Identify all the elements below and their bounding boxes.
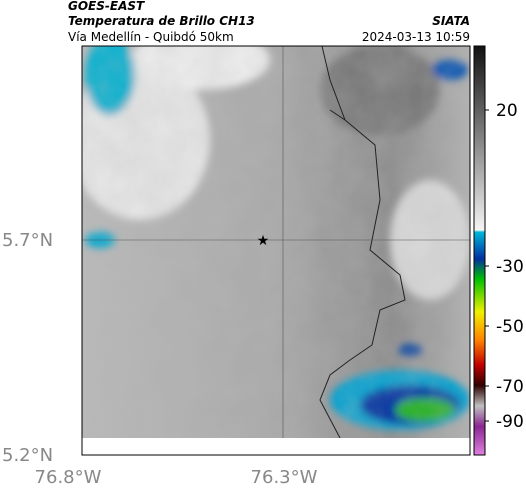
timestamp: 2024-03-13 10:59	[362, 30, 470, 44]
colorbar-tick-label: 20	[496, 101, 518, 121]
lat-label: 5.2°N	[2, 445, 53, 466]
brand: SIATA	[432, 14, 470, 28]
svg-text:★: ★	[257, 233, 270, 249]
subtitle: Vía Medellín - Quibdó 50km	[68, 30, 234, 44]
colorbar-tick-label: -90	[496, 412, 524, 432]
satellite-image: ★	[82, 46, 470, 438]
colorbar-tick-label: -70	[496, 377, 524, 397]
colorbar-tick-label: -30	[496, 257, 524, 277]
lon-label: 76.8°W	[35, 467, 102, 488]
colorbar	[473, 45, 486, 456]
lon-label: 76.3°W	[251, 467, 318, 488]
lat-label: 5.7°N	[2, 230, 53, 251]
map-frame	[81, 45, 471, 456]
source: GOES-EAST	[68, 0, 145, 13]
title: Temperatura de Brillo CH13	[68, 14, 255, 28]
colorbar-tick-label: -50	[496, 317, 524, 337]
